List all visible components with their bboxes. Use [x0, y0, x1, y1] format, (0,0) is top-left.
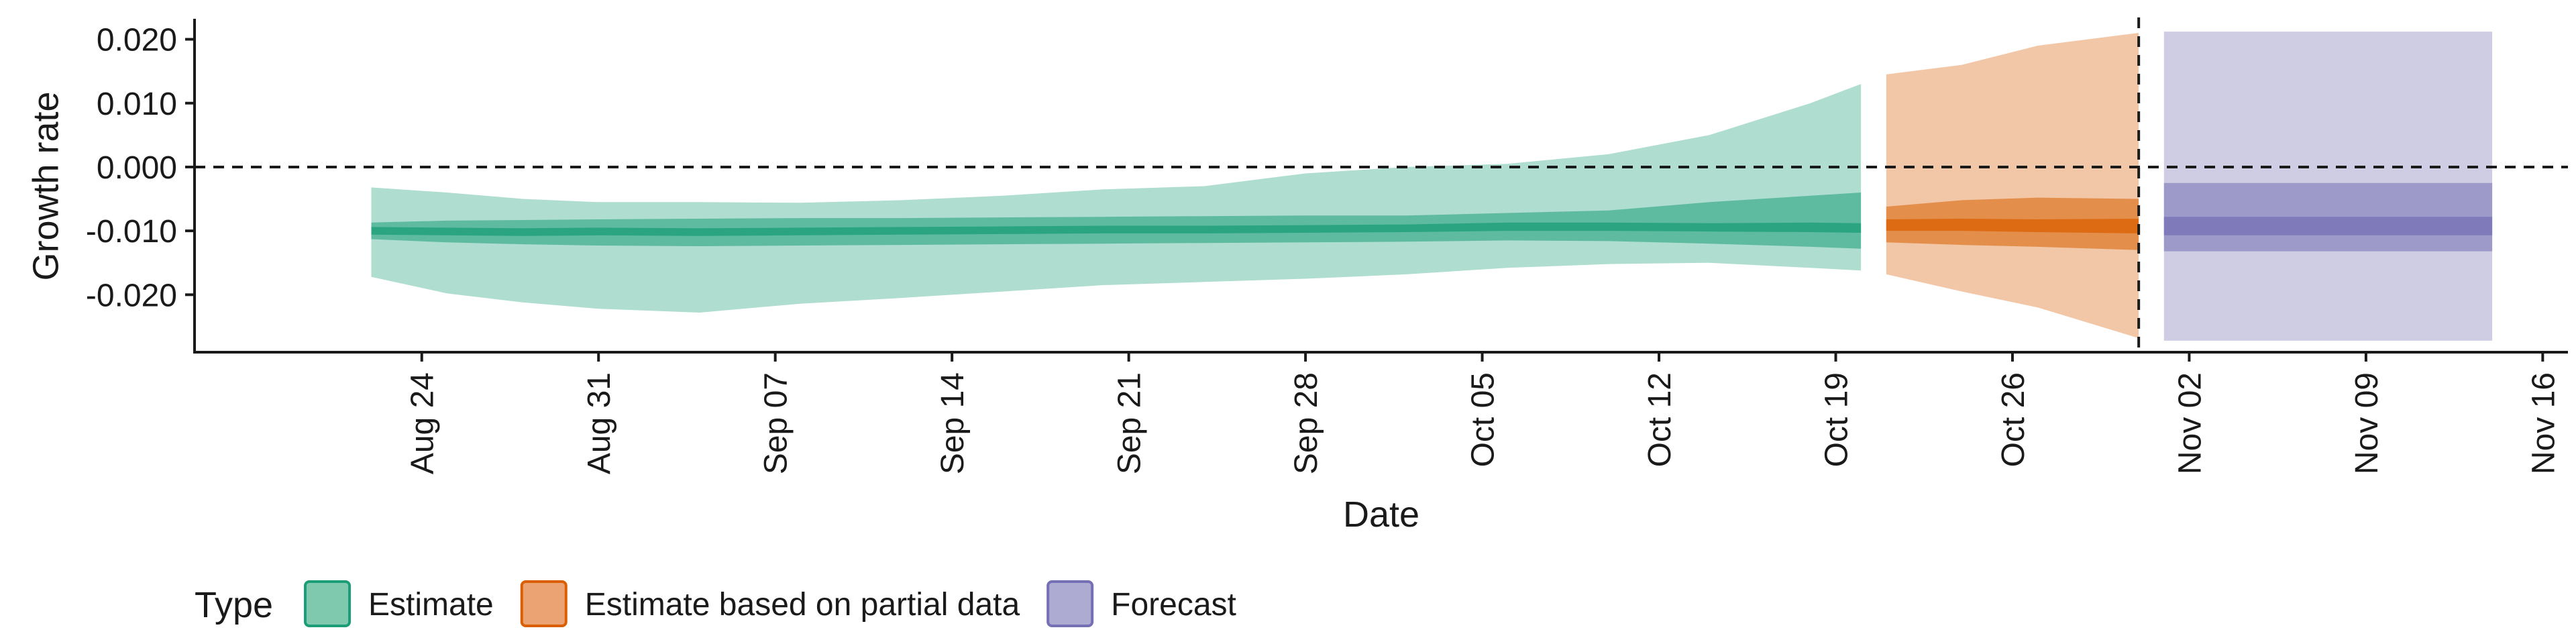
legend-title: Type [195, 585, 273, 625]
legend-item-label: Estimate [368, 587, 494, 623]
legend: Type Estimate Estimate based on partial d… [195, 580, 1236, 627]
x-tick-label: Oct 05 [1466, 372, 1501, 467]
axes [193, 19, 2568, 354]
x-tick-label: Oct 19 [1819, 372, 1854, 467]
x-tick-label: Nov 16 [2526, 372, 2561, 474]
x-tick-label: Sep 28 [1289, 372, 1324, 474]
x-axis-title: Date [1343, 494, 1419, 535]
legend-swatch [304, 580, 351, 627]
y-axis-title: Growth rate [25, 91, 66, 280]
legend-item-label: Estimate based on partial data [585, 587, 1020, 623]
x-tick-label: Oct 26 [1996, 372, 2031, 467]
x-tick-label: Nov 09 [2349, 372, 2385, 474]
y-axis-ticks: 0.020 0.010 0.000 -0.010 -0.020 [86, 23, 195, 313]
estimate-based-on-partial-data-ci90-band [1886, 33, 2139, 339]
x-tick-label: Sep 14 [935, 372, 971, 474]
x-tick-label: Sep 07 [759, 372, 794, 474]
legend-swatch [520, 580, 568, 627]
x-tick-label: Sep 21 [1112, 372, 1148, 474]
x-tick-label: Aug 31 [582, 372, 617, 474]
y-tick-label: -0.010 [86, 214, 177, 250]
forecast-ci20-band [2163, 217, 2493, 235]
x-axis-ticks: Aug 24 Aug 31 Sep 07 Sep 14 Sep 21 Sep 28 Oct … [405, 352, 2561, 474]
x-tick-label: Oct 12 [1642, 372, 1678, 467]
y-tick-label: 0.020 [97, 23, 177, 58]
legend-item-label: Forecast [1111, 587, 1236, 623]
y-tick-label: 0.000 [97, 150, 177, 186]
y-tick-label: -0.020 [86, 278, 177, 313]
reference-lines [195, 17, 2568, 352]
y-tick-label: 0.010 [97, 87, 177, 122]
estimate-ci90-band [371, 84, 1862, 313]
x-tick-label: Nov 02 [2172, 372, 2208, 474]
interval-bands [371, 32, 2493, 341]
estimate-based-on-partial-data-ci20-band [1886, 219, 2139, 233]
estimate-ci20-band [371, 222, 1862, 236]
x-tick-label: Aug 24 [405, 372, 441, 474]
legend-swatch [1046, 580, 1094, 627]
